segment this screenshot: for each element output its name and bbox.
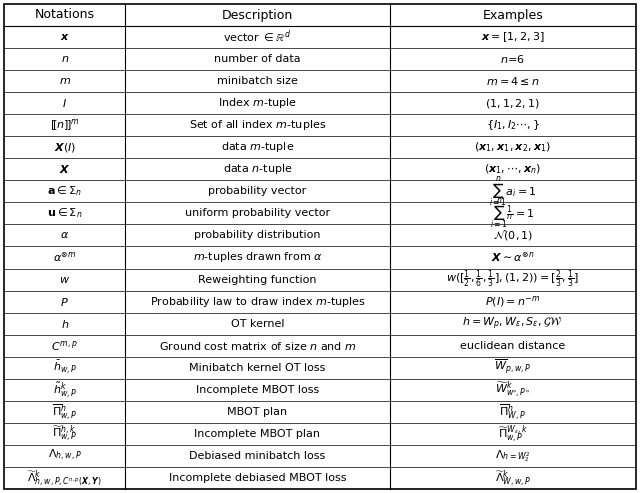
Text: $w$: $w$ [59,275,70,284]
Text: $\overline{\Pi}^h_{w,P}$: $\overline{\Pi}^h_{w,P}$ [52,402,77,422]
Text: $h = W_p, W_\varepsilon, S_\varepsilon, \mathcal{GW}$: $h = W_p, W_\varepsilon, S_\varepsilon, … [463,316,563,332]
Text: $\sum_{i=1}^{n} a_i = 1$: $\sum_{i=1}^{n} a_i = 1$ [489,174,536,209]
Text: $P(I) = n^{-m}$: $P(I) = n^{-m}$ [485,294,540,309]
Text: MBOT plan: MBOT plan [227,407,287,417]
Text: Description: Description [222,8,293,22]
Text: $n$: $n$ [61,54,69,64]
Text: $(1,1,2,1)$: $(1,1,2,1)$ [485,97,540,109]
Text: $\mathcal{N}(0,1)$: $\mathcal{N}(0,1)$ [493,228,533,243]
Text: $\widetilde{\Pi}^{h,k}_{w,P}$: $\widetilde{\Pi}^{h,k}_{w,P}$ [52,423,77,444]
Text: OT kernel: OT kernel [230,318,284,329]
Text: probability distribution: probability distribution [194,230,321,241]
Text: Probability law to draw index $m$-tuples: Probability law to draw index $m$-tuples [150,295,365,309]
Text: Incomplete MBOT plan: Incomplete MBOT plan [195,429,321,439]
Text: $\alpha^{\otimes m}$: $\alpha^{\otimes m}$ [53,251,76,264]
Text: $\widetilde{\Pi}^{W_\varepsilon,k}_{w,P}$: $\widetilde{\Pi}^{W_\varepsilon,k}_{w,P}… [498,423,528,445]
Text: $(\boldsymbol{x}_1,\boldsymbol{x}_1,\boldsymbol{x}_2,\boldsymbol{x}_1)$: $(\boldsymbol{x}_1,\boldsymbol{x}_1,\bol… [474,141,551,154]
Text: $\boldsymbol{X}(I)$: $\boldsymbol{X}(I)$ [54,141,76,154]
Text: $I$: $I$ [62,97,67,109]
Text: $n$=6: $n$=6 [500,53,525,65]
Text: $(\boldsymbol{x}_1,\cdots,\boldsymbol{x}_n)$: $(\boldsymbol{x}_1,\cdots,\boldsymbol{x}… [484,163,541,176]
Text: $C^{m,p}$: $C^{m,p}$ [51,339,78,352]
Text: number of data: number of data [214,54,301,64]
Text: Notations: Notations [35,8,95,22]
Text: vector $\in \mathbb{R}^d$: vector $\in \mathbb{R}^d$ [223,29,291,45]
Text: $P$: $P$ [60,296,69,308]
Text: $\widetilde{W}^k_{w^{\mathfrak{y}},P^{\mathfrak{y}}}$: $\widetilde{W}^k_{w^{\mathfrak{y}},P^{\m… [495,379,530,400]
Text: data $n$-tuple: data $n$-tuple [223,162,292,176]
Text: $\overline{W}_{p,w,P}$: $\overline{W}_{p,w,P}$ [494,358,531,377]
Text: Debiased minibatch loss: Debiased minibatch loss [189,451,326,461]
Text: $\mathbf{a} \in \Sigma_n$: $\mathbf{a} \in \Sigma_n$ [47,184,82,198]
Text: uniform probability vector: uniform probability vector [185,209,330,218]
Text: $\sum_{i=1}^{n} \frac{1}{n} = 1$: $\sum_{i=1}^{n} \frac{1}{n} = 1$ [490,196,535,231]
Text: minibatch size: minibatch size [217,76,298,86]
Text: Incomplete debiased MBOT loss: Incomplete debiased MBOT loss [169,473,346,483]
Text: $m = 4 \leq n$: $m = 4 \leq n$ [486,75,540,87]
Text: data $m$-tuple: data $m$-tuple [221,141,294,154]
Text: $\alpha$: $\alpha$ [60,230,69,241]
Text: probability vector: probability vector [208,186,307,196]
Text: $h$: $h$ [61,317,69,330]
Text: $\boldsymbol{X} \sim \alpha^{\otimes n}$: $\boldsymbol{X} \sim \alpha^{\otimes n}$ [491,251,534,264]
Text: Index $m$-tuple: Index $m$-tuple [218,96,297,110]
Text: $\Lambda_{h,w,P}$: $\Lambda_{h,w,P}$ [48,448,81,463]
Text: Reweighting function: Reweighting function [198,275,317,284]
Text: $\tilde{h}^k_{w,P}$: $\tilde{h}^k_{w,P}$ [52,380,77,399]
Text: $m$-tuples drawn from $\alpha$: $m$-tuples drawn from $\alpha$ [193,250,322,265]
Text: $[\![n]\!]^m$: $[\![n]\!]^m$ [50,117,79,133]
Text: $\{I_1,I_2\cdots,\}$: $\{I_1,I_2\cdots,\}$ [486,118,540,132]
Text: $\Lambda_{h=W_2^2}$: $\Lambda_{h=W_2^2}$ [495,448,531,464]
Text: Examples: Examples [483,8,543,22]
Text: $\overline{\Pi}^h_{W,P}$: $\overline{\Pi}^h_{W,P}$ [499,402,526,422]
Text: $w([\frac{1}{2},\frac{1}{6},\frac{1}{3}],(1,2)) = [\frac{2}{3},\frac{1}{3}]$: $w([\frac{1}{2},\frac{1}{6},\frac{1}{3}]… [446,269,579,290]
Text: $\widetilde{\Lambda}^k_{W,w,P}$: $\widetilde{\Lambda}^k_{W,w,P}$ [495,468,531,488]
Text: $\boldsymbol{x} = [1,2,3]$: $\boldsymbol{x} = [1,2,3]$ [481,30,545,44]
Text: $\boldsymbol{x}$: $\boldsymbol{x}$ [60,32,70,42]
Text: $\boldsymbol{X}$: $\boldsymbol{X}$ [59,163,70,176]
Text: $\mathbf{u} \in \Sigma_n$: $\mathbf{u} \in \Sigma_n$ [47,207,83,220]
Text: Minibatch kernel OT loss: Minibatch kernel OT loss [189,363,326,373]
Text: $m$: $m$ [59,76,70,86]
Text: Incomplete MBOT loss: Incomplete MBOT loss [196,385,319,395]
Text: Set of all index $m$-tuples: Set of all index $m$-tuples [189,118,326,132]
Text: Ground cost matrix of size $n$ and $m$: Ground cost matrix of size $n$ and $m$ [159,340,356,352]
Text: $\bar{h}_{w,P}$: $\bar{h}_{w,P}$ [52,359,77,376]
Text: euclidean distance: euclidean distance [460,341,565,351]
Text: $\widetilde{\Lambda}^k_{h,w,P,C^{n,p}(\boldsymbol{X},\boldsymbol{Y})}$: $\widetilde{\Lambda}^k_{h,w,P,C^{n,p}(\b… [28,468,102,488]
